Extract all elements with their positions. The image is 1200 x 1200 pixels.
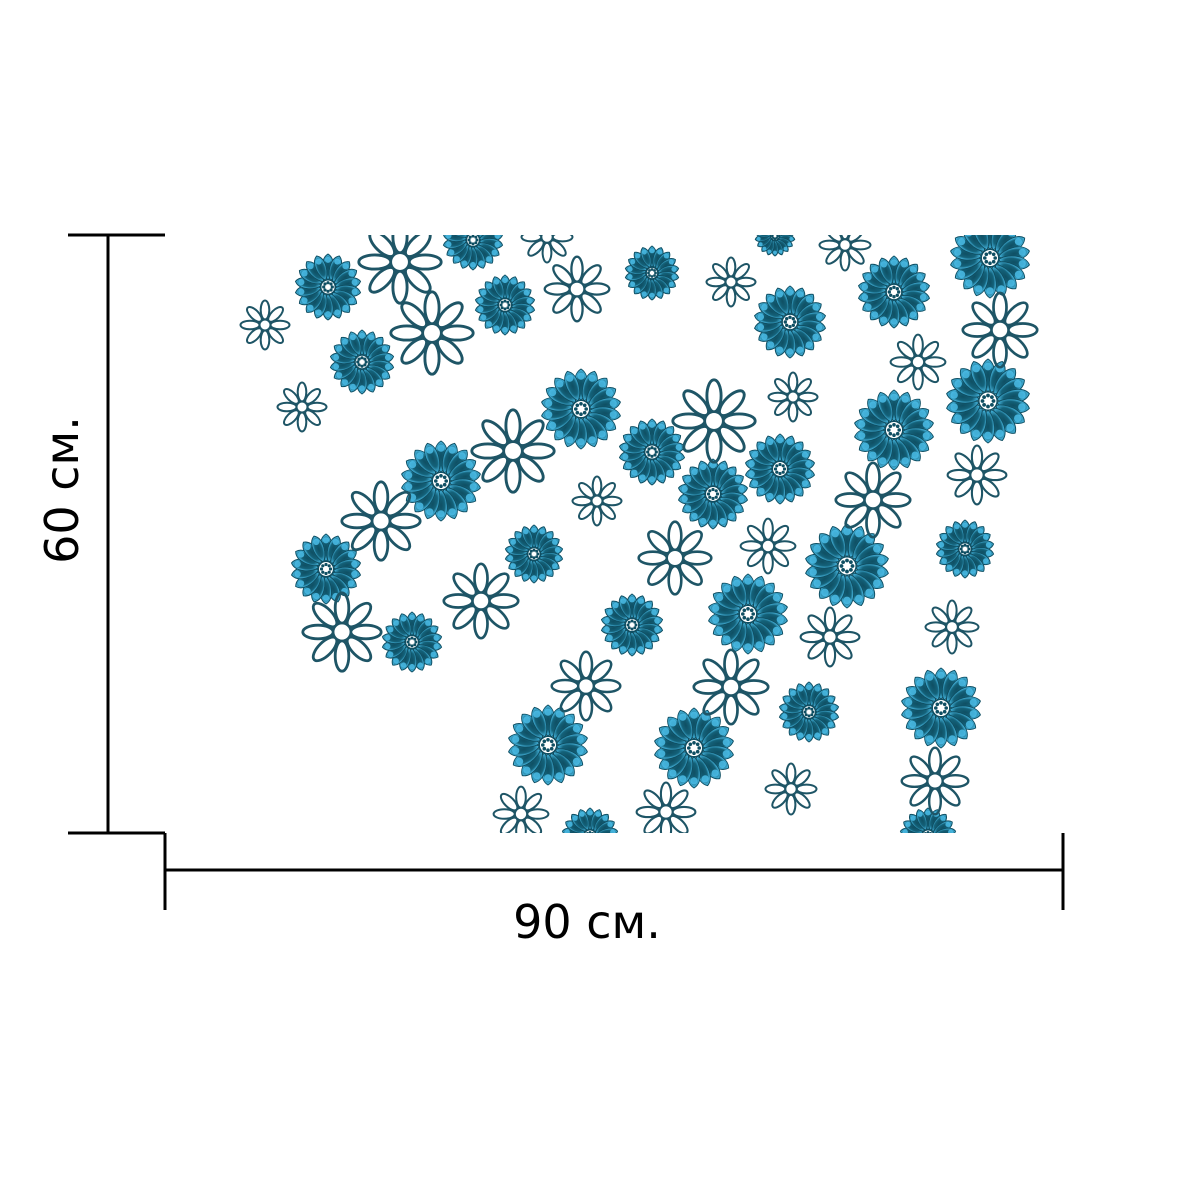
outline-daisy-icon xyxy=(900,746,970,816)
filled-daisy-icon xyxy=(504,524,564,584)
width-dimension xyxy=(163,833,1065,910)
filled-daisy-icon xyxy=(677,458,749,530)
outline-daisy-icon xyxy=(340,480,422,562)
outline-daisy-icon xyxy=(834,461,912,539)
filled-daisy-icon xyxy=(541,368,621,450)
filled-daisy-icon xyxy=(474,274,536,336)
filled-daisy-icon xyxy=(561,807,619,833)
outline-daisy-icon xyxy=(550,650,622,722)
filled-daisy-icon xyxy=(618,418,686,486)
filled-daisy-icon xyxy=(294,253,362,321)
width-label: 90 см. xyxy=(513,895,661,949)
outline-daisy-icon xyxy=(301,591,383,673)
filled-daisy-icon xyxy=(854,389,934,471)
outline-daisy-icon xyxy=(767,371,819,423)
outline-daisy-icon xyxy=(799,606,861,668)
outline-daisy-icon xyxy=(961,291,1039,369)
filled-daisy-icon xyxy=(654,707,734,789)
outline-daisy-icon xyxy=(276,381,328,433)
outline-daisy-icon xyxy=(889,333,947,391)
filled-daisy-icon xyxy=(600,593,664,657)
filled-daisy-icon xyxy=(950,235,1030,299)
filled-daisy-icon xyxy=(753,285,827,359)
outline-daisy-icon xyxy=(571,475,623,527)
outline-daisy-icon xyxy=(637,520,713,596)
outline-daisy-icon xyxy=(543,255,611,323)
filled-daisy-icon xyxy=(381,611,443,673)
filled-daisy-icon xyxy=(442,235,504,271)
fabric-print xyxy=(165,235,1063,833)
filled-daisy-icon xyxy=(290,533,362,605)
outline-daisy-icon xyxy=(946,444,1008,506)
height-dimension xyxy=(68,233,165,835)
filled-daisy-icon xyxy=(708,573,788,655)
filled-daisy-icon xyxy=(805,523,889,609)
filled-daisy-icon xyxy=(329,329,395,395)
flower-pattern xyxy=(239,235,1039,833)
outline-daisy-icon xyxy=(924,599,980,655)
filled-daisy-icon xyxy=(935,519,995,579)
outline-daisy-icon xyxy=(692,648,770,726)
filled-daisy-icon xyxy=(401,440,481,522)
outline-daisy-icon xyxy=(739,517,797,575)
outline-daisy-icon xyxy=(239,299,291,351)
filled-daisy-icon xyxy=(754,235,796,257)
outline-daisy-icon xyxy=(635,781,697,833)
filled-daisy-icon xyxy=(857,255,931,329)
outline-daisy-icon xyxy=(764,762,818,816)
outline-daisy-icon xyxy=(520,235,574,264)
outline-daisy-icon xyxy=(705,256,757,308)
outline-daisy-icon xyxy=(818,235,872,272)
outline-daisy-icon xyxy=(357,235,443,305)
filled-daisy-icon xyxy=(946,358,1030,444)
height-label: 60 см. xyxy=(35,416,89,564)
outline-daisy-icon xyxy=(389,290,475,376)
filled-daisy-icon xyxy=(778,681,840,743)
filled-daisy-icon xyxy=(744,433,816,505)
filled-daisy-icon xyxy=(901,667,981,749)
outline-daisy-icon xyxy=(442,562,520,640)
outline-daisy-icon xyxy=(470,408,556,494)
outline-daisy-icon xyxy=(492,785,550,833)
filled-daisy-icon xyxy=(508,704,588,786)
outline-daisy-icon xyxy=(671,378,757,464)
filled-daisy-icon xyxy=(624,245,680,301)
